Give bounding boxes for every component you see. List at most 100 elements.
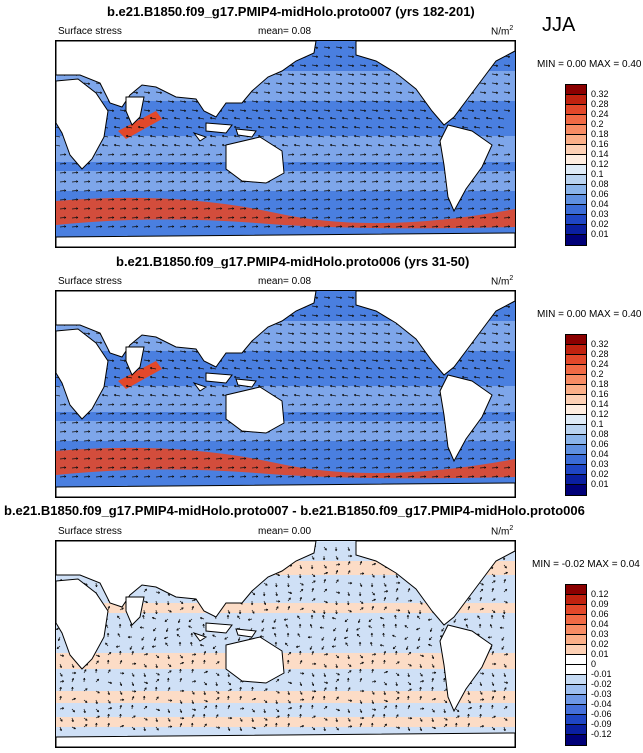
panel-1-colorbar (565, 84, 587, 246)
colorbar-label: 0.16 (591, 389, 609, 399)
colorbar-label: 0.12 (591, 159, 609, 169)
panel-2-ocean (56, 291, 515, 497)
colorbar-label: 0.28 (591, 99, 609, 109)
colorbar-segment (566, 445, 586, 455)
colorbar-label: -0.03 (591, 689, 612, 699)
colorbar-label: 0.24 (591, 109, 609, 119)
colorbar-segment (566, 605, 586, 615)
colorbar-segment (566, 725, 586, 735)
panel-1-variable: Surface stress (58, 26, 122, 37)
colorbar-label: 0.08 (591, 429, 609, 439)
colorbar-segment (566, 205, 586, 215)
colorbar-label: 0.01 (591, 649, 609, 659)
colorbar-label: 0.32 (591, 339, 609, 349)
colorbar-segment (566, 185, 586, 195)
colorbar-segment (566, 375, 586, 385)
panel-1-ocean (56, 41, 515, 247)
colorbar-label: 0.04 (591, 199, 609, 209)
panel-1-mean: mean= 0.08 (258, 26, 312, 37)
colorbar-segment (566, 465, 586, 475)
colorbar-segment (566, 105, 586, 115)
panel-3-variable: Surface stress (58, 526, 122, 537)
colorbar-segment (566, 385, 586, 395)
colorbar-segment (566, 175, 586, 185)
panel-3-minmax: MIN = -0.02 MAX = 0.04 (532, 559, 640, 570)
colorbar-label: 0.06 (591, 189, 609, 199)
panel-3-title: b.e21.B1850.f09_g17.PMIP4-midHolo.proto0… (4, 503, 585, 518)
colorbar-segment (566, 145, 586, 155)
colorbar-segment (566, 115, 586, 125)
colorbar-label: 0.28 (591, 349, 609, 359)
colorbar-segment (566, 405, 586, 415)
colorbar-segment (566, 395, 586, 405)
season-label: JJA (542, 14, 576, 36)
colorbar-segment (566, 335, 586, 345)
colorbar-label: 0.02 (591, 639, 609, 649)
colorbar-segment (566, 655, 586, 665)
colorbar-segment (566, 355, 586, 365)
panel-3-ocean (56, 541, 515, 747)
colorbar-label: 0.12 (591, 589, 609, 599)
colorbar-label: -0.12 (591, 729, 612, 739)
colorbar-segment (566, 485, 586, 495)
colorbar-segment (566, 675, 586, 685)
colorbar-segment (566, 365, 586, 375)
colorbar-segment (566, 95, 586, 105)
colorbar-segment (566, 625, 586, 635)
colorbar-segment (566, 585, 586, 595)
panel-3-mean: mean= 0.00 (258, 526, 312, 537)
colorbar-label: 0.2 (591, 369, 604, 379)
panel-2-map (55, 290, 516, 498)
panel-3-map (55, 540, 516, 748)
colorbar-segment (566, 715, 586, 725)
panel-3-map-svg (56, 541, 515, 747)
colorbar-segment (566, 155, 586, 165)
colorbar-segment (566, 135, 586, 145)
panel-1-map-svg (56, 41, 515, 247)
colorbar-label: 0 (591, 659, 597, 669)
colorbar-label: 0.1 (591, 169, 604, 179)
panel-2-map-svg (56, 291, 515, 497)
colorbar-label: 0.2 (591, 119, 604, 129)
colorbar-segment (566, 415, 586, 425)
colorbar-segment (566, 475, 586, 485)
panel-1-minmax: MIN = 0.00 MAX = 0.40 (537, 59, 642, 70)
colorbar-label: 0.1 (591, 419, 604, 429)
colorbar-segment (566, 435, 586, 445)
colorbar-label: 0.06 (591, 439, 609, 449)
colorbar-label: 0.04 (591, 619, 609, 629)
colorbar-segment (566, 705, 586, 715)
colorbar-segment (566, 85, 586, 95)
colorbar-label: -0.09 (591, 719, 612, 729)
colorbar-label: 0.18 (591, 129, 609, 139)
colorbar-segment (566, 615, 586, 625)
panel-2-variable: Surface stress (58, 276, 122, 287)
colorbar-segment (566, 635, 586, 645)
colorbar-label: 0.24 (591, 359, 609, 369)
panel-2-minmax: MIN = 0.00 MAX = 0.40 (537, 309, 642, 320)
colorbar-label: 0.14 (591, 149, 609, 159)
colorbar-label: -0.04 (591, 699, 612, 709)
panel-2-title: b.e21.B1850.f09_g17.PMIP4-midHolo.proto0… (116, 254, 470, 269)
colorbar-label: 0.12 (591, 409, 609, 419)
panel-1-units: N/m2 (491, 25, 514, 38)
colorbar-label: 0.01 (591, 479, 609, 489)
colorbar-label: 0.03 (591, 209, 609, 219)
colorbar-segment (566, 735, 586, 745)
colorbar-segment (566, 225, 586, 235)
colorbar-segment (566, 195, 586, 205)
colorbar-label: 0.09 (591, 599, 609, 609)
colorbar-label: 0.06 (591, 609, 609, 619)
colorbar-segment (566, 215, 586, 225)
colorbar-segment (566, 125, 586, 135)
colorbar-segment (566, 455, 586, 465)
colorbar-segment (566, 165, 586, 175)
colorbar-segment (566, 345, 586, 355)
colorbar-segment (566, 595, 586, 605)
colorbar-label: 0.18 (591, 379, 609, 389)
panel-3-units: N/m2 (491, 525, 514, 538)
colorbar-segment (566, 425, 586, 435)
colorbar-label: 0.04 (591, 449, 609, 459)
colorbar-label: 0.03 (591, 629, 609, 639)
panel-1-title: b.e21.B1850.f09_g17.PMIP4-midHolo.proto0… (107, 4, 475, 19)
